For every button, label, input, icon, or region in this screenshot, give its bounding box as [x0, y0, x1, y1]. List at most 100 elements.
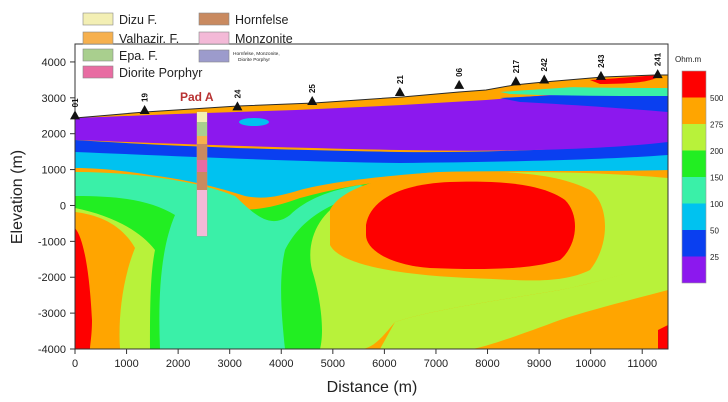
legend-swatch	[198, 31, 230, 45]
x-axis-title: Distance (m)	[327, 379, 418, 396]
station-label: 01	[71, 98, 80, 107]
borehole-pad-a: Pad A	[180, 90, 214, 237]
borehole-layer-hornfelse	[197, 144, 207, 160]
y-axis: -4000 -3000 -2000 -1000 0 1000 2000 3000 4000	[38, 57, 75, 356]
contour-cyan	[75, 150, 668, 198]
station-marker	[652, 69, 663, 79]
legend-label: Epa. F.	[119, 49, 158, 63]
x-tick-label: 3000	[217, 358, 241, 370]
x-tick-label: 2000	[166, 358, 190, 370]
colorbar-label: 500	[710, 94, 724, 103]
y-tick-label: 2000	[42, 129, 66, 141]
colorbar-unit: Ohm.m	[675, 55, 702, 64]
station-marker	[307, 96, 318, 105]
colorbar-swatch	[682, 97, 706, 124]
contour-pocket-cyan	[239, 118, 269, 126]
borehole-layer-dizu	[197, 112, 207, 122]
station-marker	[510, 76, 521, 86]
y-tick-label: 0	[60, 200, 66, 212]
colorbar-label: 275	[710, 121, 724, 130]
colorbar-swatch	[682, 256, 706, 283]
legend-swatch	[82, 12, 114, 26]
legend-swatch	[82, 65, 114, 79]
y-tick-label: -1000	[38, 236, 66, 248]
legend-label: Monzonite	[235, 32, 293, 46]
colorbar-label: 150	[710, 174, 724, 183]
legend-swatch	[198, 49, 230, 63]
station-markers: 01 19 24 25 21 06 217 242 243 241	[70, 52, 663, 120]
y-tick-label: 3000	[42, 93, 66, 105]
legend-label: Valhazir. F.	[119, 32, 179, 46]
legend-label: Diorite Porphyr	[119, 66, 202, 80]
colorbar-swatch	[682, 71, 706, 98]
contour-blue	[75, 140, 668, 163]
station-marker	[394, 87, 405, 97]
colorbar-swatch	[682, 150, 706, 177]
station-marker	[232, 101, 243, 111]
station-label: 243	[597, 54, 606, 68]
x-tick-label: 10000	[575, 358, 606, 370]
y-tick-label: 1000	[42, 165, 66, 177]
contour-shallow-red	[590, 75, 660, 84]
contour-right-red-spot	[658, 325, 668, 349]
x-tick-label: 9000	[527, 358, 551, 370]
legend-label: Hornfelse	[235, 13, 289, 27]
legend-label: Dizu F.	[119, 13, 157, 27]
legend-label: Hornfelse, Monzonite, Diorite Porphyr	[233, 51, 280, 63]
station-marker	[70, 110, 80, 120]
legend-swatch	[82, 48, 114, 62]
borehole-layer-monzonite	[197, 190, 207, 236]
station-marker	[454, 79, 465, 89]
y-tick-label: -2000	[38, 272, 66, 284]
y-tick-label: -4000	[38, 344, 66, 356]
topography-mask	[75, 44, 668, 118]
station-label: 24	[233, 89, 242, 98]
borehole-layer-epa	[197, 122, 207, 136]
x-tick-label: 4000	[269, 358, 293, 370]
y-axis-title: Elevation (m)	[9, 150, 26, 244]
station-label: 19	[141, 93, 150, 102]
x-tick-label: 1000	[114, 358, 138, 370]
station-label: 241	[654, 52, 663, 66]
plot-frame	[74, 43, 669, 350]
x-tick-label: 0	[72, 358, 78, 370]
x-tick-label: 5000	[321, 358, 345, 370]
legend-swatch	[82, 31, 114, 45]
contour-deep-green	[380, 258, 668, 349]
colorbar-border	[681, 70, 707, 284]
borehole-layer-valhazir	[197, 136, 207, 144]
y-tick-label: -3000	[38, 308, 66, 320]
colorbar-label: 200	[710, 147, 724, 156]
station-marker	[595, 70, 606, 80]
contour-anomaly-red	[366, 181, 576, 270]
colorbar-label: 25	[710, 253, 719, 262]
legend-swatch	[198, 12, 230, 26]
geology-legend: Dizu F. Valhazir. F. Epa. F. Diorite Porphy…	[82, 12, 293, 80]
resistivity-colorbar: Ohm.m 500 275 200 150 100 50 25	[675, 55, 724, 284]
colorbar-swatch	[682, 124, 706, 151]
colorbar-label: 50	[710, 227, 719, 236]
colorbar-swatch	[682, 230, 706, 257]
station-label: 21	[396, 75, 405, 84]
colorbar-swatch	[682, 203, 706, 230]
x-tick-label: 11000	[627, 358, 657, 370]
borehole-label: Pad A	[180, 90, 214, 104]
x-tick-label: 8000	[475, 358, 499, 370]
x-axis: 0 1000 2000 3000 4000 5000 6000 7000 8000 9000 100…	[72, 349, 657, 370]
topography-line	[74, 74, 668, 119]
borehole-layer-hornfelse-2	[197, 172, 207, 190]
station-marker	[139, 104, 150, 114]
station-label: 217	[512, 59, 521, 73]
colorbar-label: 100	[710, 200, 724, 209]
borehole-layer-diorite	[197, 160, 207, 172]
station-label: 242	[540, 58, 549, 72]
station-marker	[539, 74, 550, 84]
station-label: 25	[308, 84, 317, 93]
x-tick-label: 7000	[424, 358, 448, 370]
contour-left-red-edge	[75, 228, 92, 349]
x-tick-label: 6000	[372, 358, 396, 370]
station-label: 06	[455, 67, 464, 76]
contour-aqua	[75, 172, 380, 349]
